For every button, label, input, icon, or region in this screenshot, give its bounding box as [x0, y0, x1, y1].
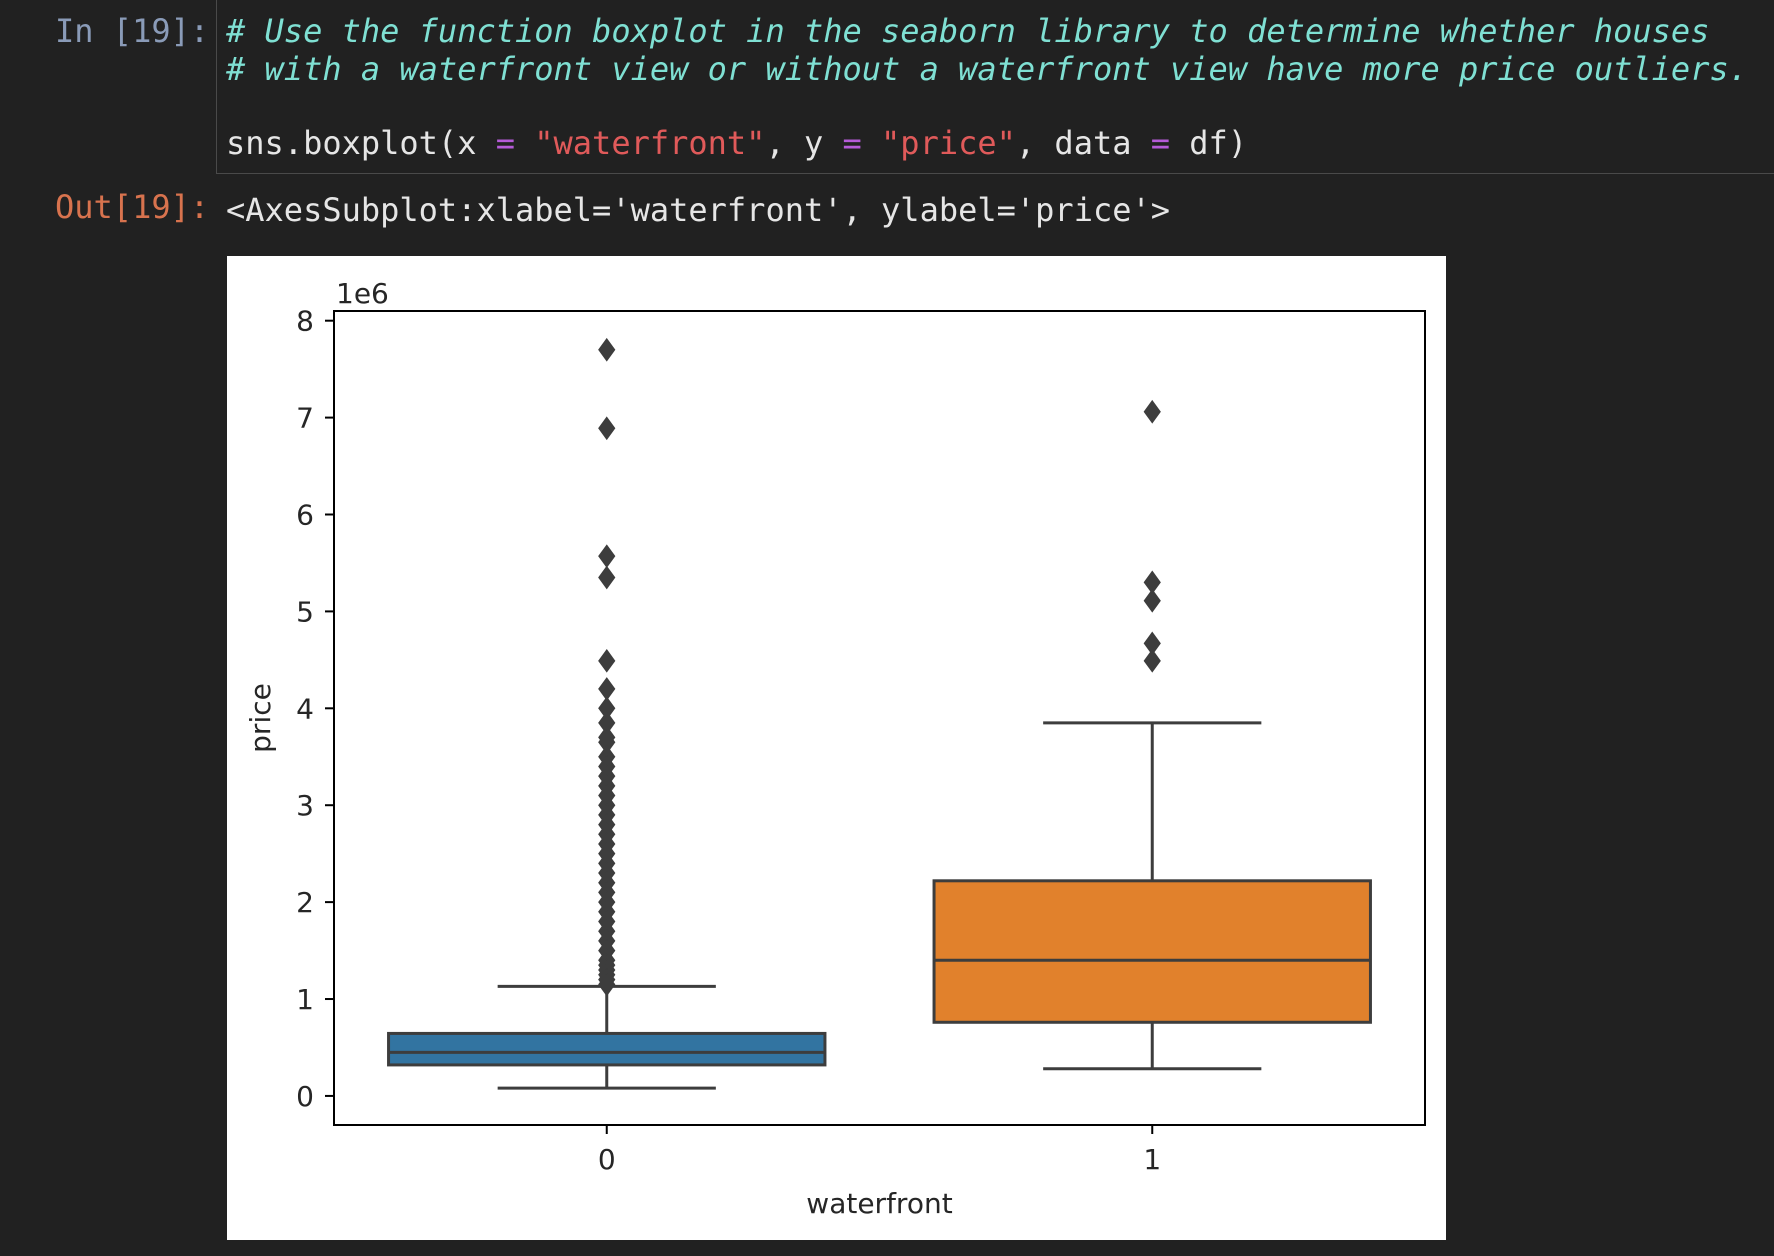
boxplot-figure: 0 1 2 3 4 5 6 7 8 1e6 price 0 1 waterfront	[227, 256, 1446, 1240]
box-body-0	[387, 1031, 827, 1067]
y-tick-label: 3	[296, 789, 314, 822]
outlier-point	[598, 337, 616, 362]
y-tick-label: 0	[296, 1080, 314, 1113]
y-tick-label: 8	[296, 305, 314, 338]
code-token: "price"	[881, 124, 1016, 162]
boxplot-chart: 0 1 2 3 4 5 6 7 8 1e6 price 0 1 waterfront	[244, 277, 1426, 1220]
code-token: df)	[1170, 124, 1248, 162]
code-token: "waterfront"	[534, 124, 766, 162]
y-tick-label: 2	[296, 886, 314, 919]
box-body-1	[932, 879, 1372, 1024]
code-comment-line-1: # Use the function boxplot in the seabor…	[226, 12, 1710, 50]
code-token: =	[495, 124, 515, 162]
input-prompt: In [19]:	[55, 12, 210, 50]
outlier-point	[598, 648, 616, 673]
y-offset-label: 1e6	[336, 277, 389, 310]
x-axis-label: waterfront	[806, 1187, 952, 1220]
code-token: =	[1150, 124, 1171, 162]
outlier-point	[1143, 648, 1161, 673]
x-tick-label: 0	[598, 1143, 616, 1176]
code-token	[515, 124, 534, 162]
y-tick-label: 1	[296, 983, 314, 1016]
y-tick-label: 7	[296, 402, 314, 435]
output-repr-text: <AxesSubplot:xlabel='waterfront', ylabel…	[226, 191, 1171, 229]
code-call-line: sns.boxplot(x = "waterfront", y = "price…	[226, 124, 1247, 162]
outlier-point	[598, 565, 616, 590]
code-token	[862, 124, 881, 162]
y-tick-label: 6	[296, 499, 314, 532]
outlier-point	[1143, 588, 1161, 613]
code-comment-line-2: # with a waterfront view or without a wa…	[226, 50, 1748, 88]
outlier-point	[1143, 399, 1161, 424]
code-cell-editor[interactable]	[216, 0, 1774, 174]
axes-frame	[333, 310, 1426, 1126]
code-token: sns.boxplot(x	[226, 124, 496, 162]
code-token: , y	[765, 124, 843, 162]
outlier-point	[598, 416, 616, 441]
code-token: , data	[1015, 124, 1151, 162]
outlier-point	[598, 544, 616, 569]
y-tick-label: 5	[296, 595, 314, 628]
code-token: =	[842, 124, 862, 162]
x-tick-label: 1	[1143, 1143, 1161, 1176]
outlier-point	[598, 972, 616, 997]
y-tick-label: 4	[296, 692, 314, 725]
y-axis-label: price	[244, 683, 277, 753]
output-prompt: Out[19]:	[55, 188, 210, 226]
